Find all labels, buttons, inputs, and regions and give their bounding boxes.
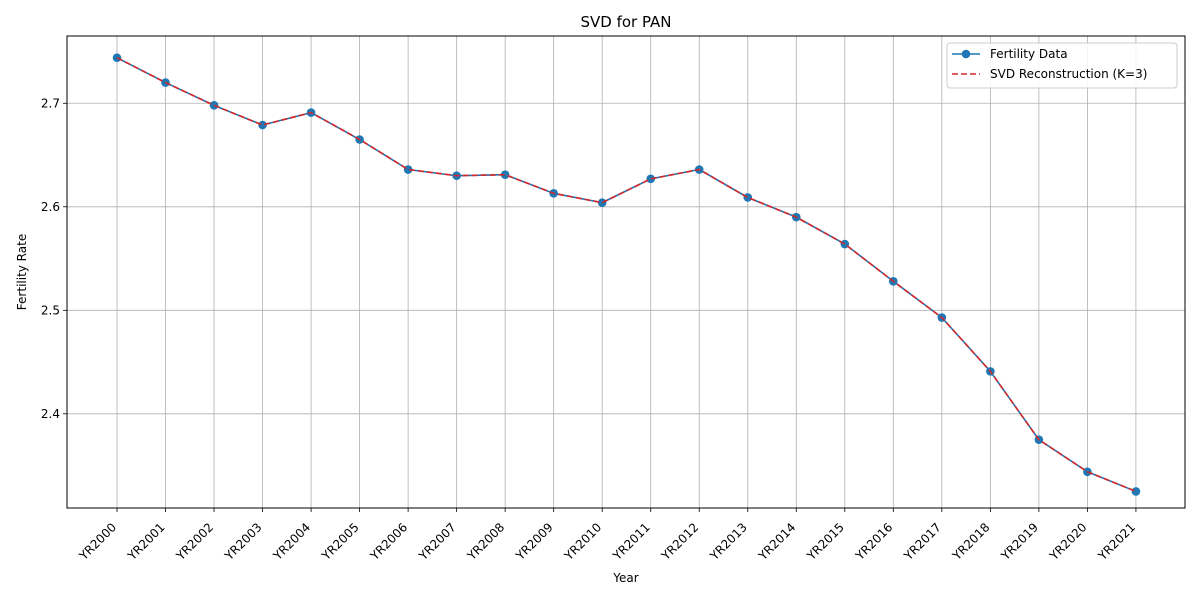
y-tick-label: 2.6	[41, 200, 60, 214]
chart-title: SVD for PAN	[580, 13, 671, 31]
data-point-fertility-data	[1131, 487, 1141, 496]
legend-label-svd-reconstruction: SVD Reconstruction (K=3)	[990, 67, 1147, 81]
y-tick-label: 2.4	[41, 407, 60, 421]
x-axis-label: Year	[612, 571, 638, 585]
legend: Fertility Data SVD Reconstruction (K=3)	[946, 42, 1178, 89]
data-point-fertility-data	[646, 174, 656, 184]
legend-box	[946, 42, 1178, 89]
y-axis-label: Fertility Rate	[15, 234, 29, 310]
legend-label-fertility-data: Fertility Data	[990, 47, 1068, 61]
y-tick-label: 2.5	[41, 303, 60, 317]
data-point-fertility-data	[743, 193, 753, 202]
data-point-fertility-data	[500, 170, 510, 180]
data-point-fertility-data	[597, 198, 607, 207]
series-layer	[112, 53, 1141, 496]
series-line-svd-reconstruction	[116, 57, 1137, 493]
data-point-fertility-data	[258, 120, 267, 130]
plot-frame	[66, 35, 1186, 509]
legend-marker-fertility-data	[961, 49, 971, 59]
grid-lines	[67, 36, 1185, 508]
y-tick-label: 2.7	[41, 96, 60, 110]
